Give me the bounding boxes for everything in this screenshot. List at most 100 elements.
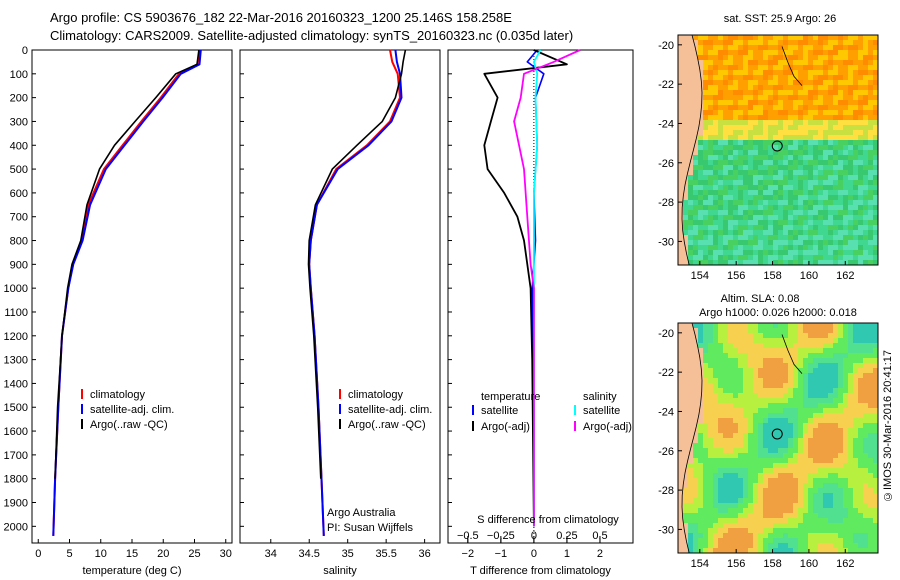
heat-cell [743, 85, 748, 90]
heat-cell [798, 403, 803, 408]
heat-cell [833, 368, 838, 373]
heat-cell [843, 468, 848, 473]
argo-position-marker [771, 428, 783, 440]
s-tick-label: 0.5 [592, 530, 607, 542]
heat-cell [723, 195, 728, 200]
heat-cell [713, 418, 718, 423]
heat-cell [708, 493, 713, 498]
heat-cell [838, 125, 843, 130]
heat-cell [683, 100, 688, 105]
heat-cell [858, 260, 863, 265]
heat-cell [703, 160, 708, 165]
heat-cell [828, 90, 833, 95]
heat-cell [828, 75, 833, 80]
heat-cell [788, 463, 793, 468]
heat-cell [753, 483, 758, 488]
heat-cell [768, 423, 773, 428]
heat-cell [703, 230, 708, 235]
heat-cell [733, 353, 738, 358]
heat-cell [698, 448, 703, 453]
heat-cell [698, 80, 703, 85]
heat-cell [723, 383, 728, 388]
heat-cell [708, 373, 713, 378]
heat-cell [843, 483, 848, 488]
heat-cell [738, 60, 743, 65]
heat-cell [873, 60, 878, 65]
heat-cell [733, 473, 738, 478]
heat-cell [698, 250, 703, 255]
heat-cell [803, 90, 808, 95]
heat-cell [808, 398, 813, 403]
heat-cell [728, 383, 733, 388]
heat-cell [863, 160, 868, 165]
heat-cell [713, 160, 718, 165]
heat-cell [678, 443, 683, 448]
heat-cell [748, 358, 753, 363]
heat-cell [843, 413, 848, 418]
heat-cell [868, 45, 873, 50]
heat-cell [718, 338, 723, 343]
heat-cell [728, 353, 733, 358]
heat-cell [798, 463, 803, 468]
heat-cell [693, 250, 698, 255]
heat-cell [828, 150, 833, 155]
heat-cell [798, 145, 803, 150]
heat-cell [683, 85, 688, 90]
copyright-stamp: ©IMOS 30-Mar-2016 20:41:17 [882, 350, 894, 503]
heat-cell [873, 488, 878, 493]
heat-cell [703, 195, 708, 200]
heat-cell [718, 448, 723, 453]
heat-cell [763, 220, 768, 225]
heat-cell [858, 65, 863, 70]
heat-cell [783, 175, 788, 180]
heat-cell [803, 55, 808, 60]
heat-cell [773, 135, 778, 140]
heat-cell [763, 328, 768, 333]
heat-cell [873, 105, 878, 110]
heat-cell [828, 35, 833, 40]
heat-cell [813, 508, 818, 513]
heat-cell [853, 90, 858, 95]
heat-cell [753, 90, 758, 95]
heat-cell [728, 200, 733, 205]
heat-cell [778, 250, 783, 255]
heat-cell [853, 478, 858, 483]
heat-cell [808, 508, 813, 513]
heat-cell [773, 70, 778, 75]
heat-cell [863, 478, 868, 483]
heat-cell [703, 363, 708, 368]
heat-cell [758, 403, 763, 408]
heat-cell [818, 160, 823, 165]
heat-cell [723, 523, 728, 528]
heat-cell [708, 55, 713, 60]
heat-cell [683, 55, 688, 60]
heat-cell [683, 383, 688, 388]
heat-cell [718, 155, 723, 160]
y-tick-label: 1400 [4, 378, 28, 390]
heat-cell [723, 85, 728, 90]
heat-cell [718, 363, 723, 368]
heat-cell [853, 373, 858, 378]
heat-cell [778, 90, 783, 95]
heat-cell [768, 368, 773, 373]
heat-cell [768, 180, 773, 185]
heat-cell [773, 368, 778, 373]
heat-cell [793, 240, 798, 245]
heat-cell [838, 170, 843, 175]
heat-cell [763, 483, 768, 488]
heat-cell [763, 60, 768, 65]
heat-cell [828, 533, 833, 538]
heat-cell [768, 225, 773, 230]
heat-cell [808, 185, 813, 190]
heat-cell [838, 215, 843, 220]
heat-cell [723, 528, 728, 533]
heat-cell [748, 245, 753, 250]
heat-cell [713, 413, 718, 418]
heat-cell [788, 55, 793, 60]
heat-cell [743, 383, 748, 388]
heat-cell [848, 70, 853, 75]
heat-cell [813, 180, 818, 185]
heat-cell [768, 528, 773, 533]
heat-cell [718, 428, 723, 433]
heat-cell [718, 175, 723, 180]
